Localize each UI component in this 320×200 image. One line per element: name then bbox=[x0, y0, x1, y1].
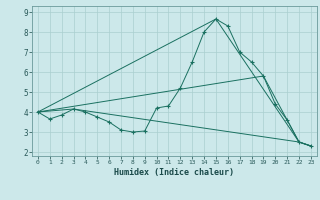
X-axis label: Humidex (Indice chaleur): Humidex (Indice chaleur) bbox=[115, 168, 234, 177]
